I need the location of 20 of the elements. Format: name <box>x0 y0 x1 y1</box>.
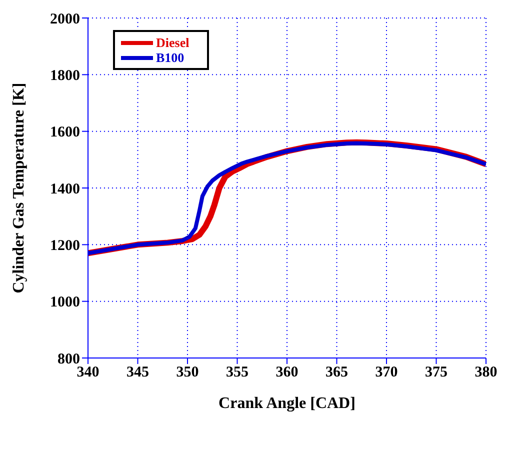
legend-label: Diesel <box>156 34 190 50</box>
y-tick-label: 1000 <box>50 294 80 311</box>
x-tick-label: 350 <box>176 364 199 381</box>
y-tick-label: 2000 <box>50 11 80 28</box>
x-tick-label: 355 <box>226 364 248 381</box>
y-axis-title: Cylinder Gas Temperature [K] <box>10 82 28 294</box>
y-tick-label: 800 <box>58 351 80 368</box>
x-axis-title: Crank Angle [CAD] <box>218 395 356 412</box>
y-tick-label: 1200 <box>50 238 80 254</box>
x-tick-label: 370 <box>375 364 398 381</box>
y-tick-label: 1400 <box>50 181 80 198</box>
x-tick-label: 375 <box>425 364 448 381</box>
y-tick-label: 1800 <box>50 68 80 84</box>
x-tick-label: 345 <box>126 364 149 381</box>
legend-label: B100 <box>156 50 184 66</box>
x-tick-label: 340 <box>76 364 100 381</box>
x-tick-label: 365 <box>326 364 348 381</box>
x-tick-label: 360 <box>276 364 298 381</box>
y-tick-label: 1600 <box>50 124 80 141</box>
x-tick-label: 380 <box>474 364 498 381</box>
